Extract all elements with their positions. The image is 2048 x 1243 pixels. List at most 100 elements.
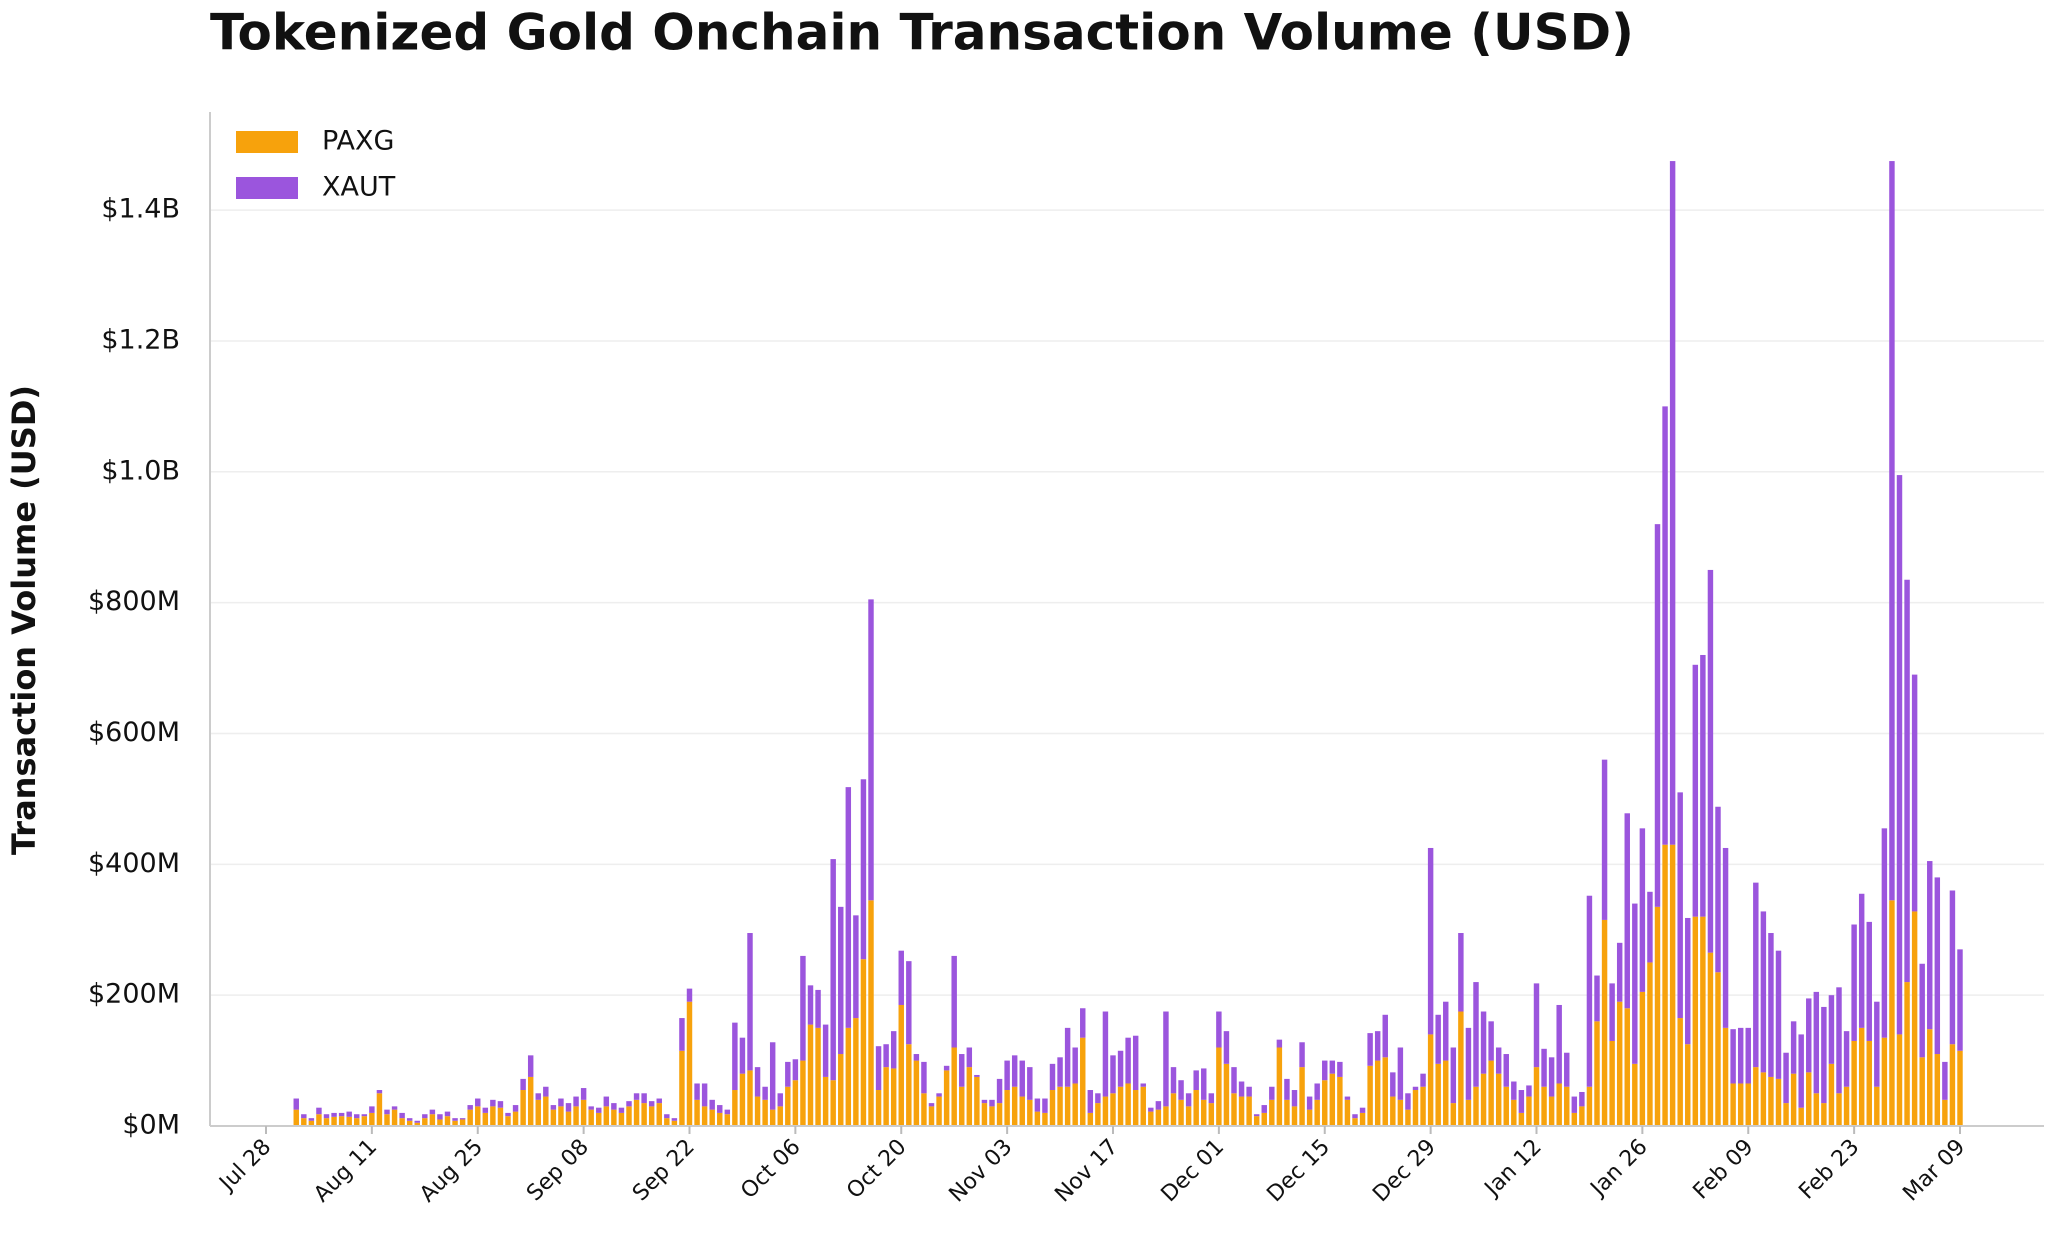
bar-segment [1253, 1116, 1260, 1126]
bar-segment [565, 1111, 572, 1126]
bar-segment [406, 1120, 413, 1126]
bar-segment [459, 1119, 466, 1126]
bar-segment [354, 1118, 360, 1126]
bar-segment [444, 1116, 451, 1126]
bar-segment [512, 1111, 519, 1126]
bar-segment [1178, 1099, 1184, 1126]
bar-segment [1790, 1073, 1797, 1126]
bar-segment [1110, 1093, 1116, 1126]
bar-segment [580, 1099, 587, 1126]
bar-segment [338, 1112, 345, 1117]
bar-segment [391, 1106, 398, 1110]
bar-segment [913, 1060, 920, 1126]
bar-segment [384, 1114, 390, 1126]
bar-segment [1314, 1083, 1320, 1100]
bar-segment [1889, 161, 1895, 901]
bar-segment [648, 1101, 655, 1107]
bar-segment [422, 1118, 428, 1126]
bar-segment [747, 1070, 753, 1126]
bar-segment [1548, 1096, 1555, 1126]
bar-segment [497, 1107, 504, 1126]
bar-segment [1102, 1011, 1109, 1097]
bar-segment [1473, 1086, 1479, 1126]
bar-segment [785, 1086, 791, 1126]
bar-segment [974, 1076, 980, 1126]
legend-label: XAUT [322, 172, 396, 203]
bar-segment [482, 1112, 489, 1126]
bar-segment [1344, 1099, 1351, 1126]
bar-segment [739, 1073, 746, 1126]
y-tick-label: $1.0B [101, 455, 180, 486]
bar-segment [1306, 1096, 1313, 1110]
bar-segment [724, 1114, 731, 1126]
bar-segment [959, 1086, 965, 1126]
bar-segment [1874, 1001, 1880, 1087]
bar-segment [943, 1065, 950, 1071]
x-tick-label: Oct 20 [842, 1135, 911, 1204]
bar-segment [815, 1027, 821, 1126]
bar-segment [1299, 1067, 1305, 1126]
bar-segment [1420, 1073, 1426, 1087]
bar-segment [1556, 1083, 1562, 1126]
bar-segment [1927, 1029, 1933, 1126]
bar-segment [762, 1086, 768, 1100]
bar-segment [535, 1093, 541, 1100]
bar-segment [853, 1018, 859, 1126]
bar-segment [1435, 1063, 1441, 1126]
bar-segment [785, 1061, 791, 1087]
bar-segment [1223, 1031, 1230, 1064]
bar-segment [1753, 882, 1759, 1068]
bar-segment [679, 1050, 685, 1126]
bar-segment [815, 989, 821, 1028]
bar-segment [618, 1107, 625, 1113]
bar-segment [475, 1106, 481, 1126]
bar-segment [429, 1114, 436, 1126]
legend-swatch [236, 131, 298, 153]
bar-segment [913, 1054, 920, 1061]
bar-segment [1616, 1001, 1623, 1126]
bar-segment [747, 933, 753, 1071]
bar-segment [1601, 919, 1608, 1126]
bar-segment [777, 1106, 783, 1126]
bar-segment [1836, 987, 1842, 1094]
bar-segment [361, 1116, 368, 1126]
bar-segment [830, 859, 836, 1081]
legend-label: PAXG [322, 126, 394, 157]
bar-segment [331, 1116, 337, 1126]
bar-segment [1541, 1048, 1547, 1087]
bar-segment [1488, 1060, 1494, 1126]
y-tick-label: $0M [122, 1110, 180, 1141]
bar-segment [1594, 975, 1600, 1022]
bar-segment [830, 1080, 836, 1126]
bar-segment [1201, 1068, 1207, 1100]
bar-segment [724, 1109, 731, 1115]
bar-segment [1851, 1040, 1857, 1126]
bar-segment [1821, 1006, 1827, 1104]
bar-segment [1624, 813, 1630, 1009]
bar-segment [1420, 1086, 1426, 1126]
bar-segment [1284, 1099, 1290, 1126]
bar-segment [1458, 1011, 1464, 1126]
bar-segment [1253, 1114, 1260, 1117]
bar-segment [807, 1024, 814, 1126]
bar-segment [1405, 1093, 1411, 1110]
bar-segment [1458, 933, 1464, 1012]
bar-segment [1836, 1093, 1842, 1126]
bar-segment [1790, 1021, 1797, 1074]
bar-segment [898, 950, 904, 1005]
bar-segment [860, 959, 867, 1126]
bar-segment [709, 1109, 715, 1126]
bar-segment [1526, 1085, 1532, 1097]
bar-segment [875, 1046, 882, 1091]
bar-segment [1322, 1080, 1328, 1126]
bar-segment [1806, 1072, 1812, 1126]
bar-segment [1624, 1008, 1630, 1126]
bar-segment [323, 1118, 330, 1126]
bar-segment [1314, 1099, 1320, 1126]
bar-segment [633, 1093, 640, 1100]
bar-segment [399, 1112, 405, 1119]
bar-segment [1949, 1044, 1956, 1126]
bar-segment [490, 1106, 496, 1126]
bar-segment [475, 1098, 481, 1107]
